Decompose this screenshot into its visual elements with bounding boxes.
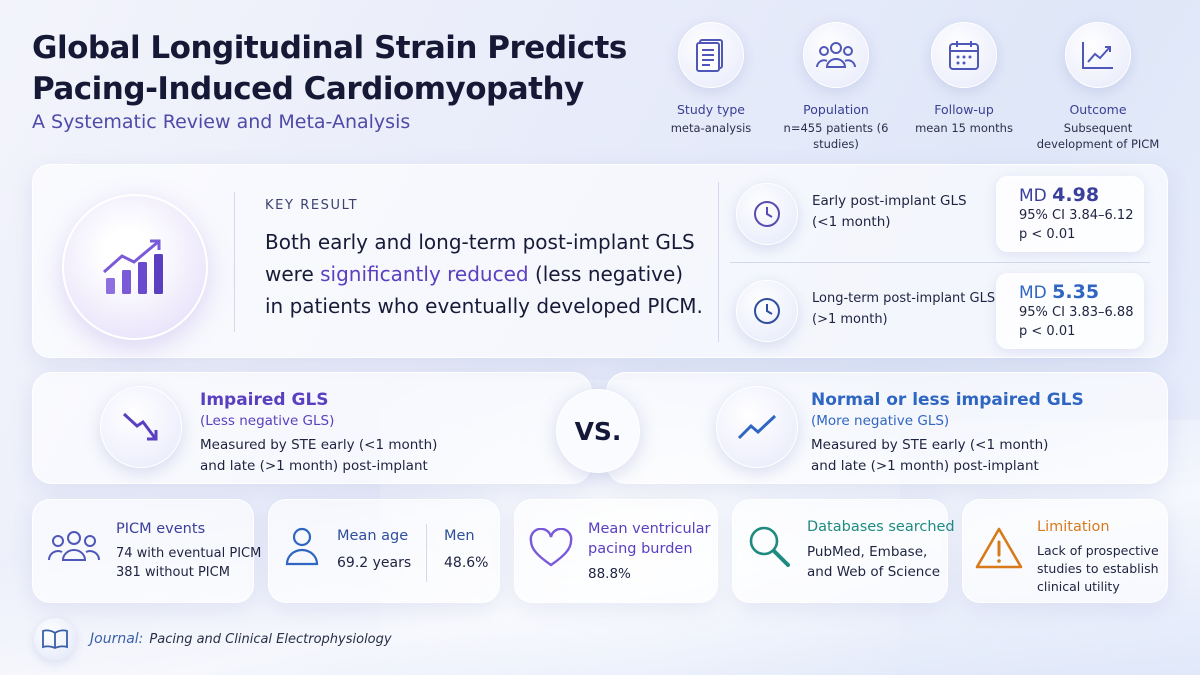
meta-label: Population: [803, 102, 869, 117]
key-result-card: [32, 164, 1168, 358]
divider: [234, 192, 235, 332]
page-subtitle: A Systematic Review and Meta-Analysis: [32, 111, 411, 133]
meta-value: mean 15 months: [915, 121, 1013, 135]
person-icon: [284, 526, 320, 570]
clock-icon: [736, 280, 798, 342]
pacing-burden-card: [514, 499, 718, 603]
book-icon: [34, 618, 76, 660]
mean-age-title: Mean age: [337, 528, 409, 544]
databases-title: Databases searched: [807, 519, 955, 535]
calendar-icon: [931, 22, 997, 88]
men-title: Men: [444, 528, 475, 544]
clock-icon: [736, 183, 798, 245]
highlight-text: significantly reduced: [320, 262, 529, 286]
ci-long: 95% CI 3.83–6.88: [1019, 305, 1134, 320]
vs-badge: VS.: [556, 389, 640, 473]
page-title: Global Longitudinal Strain Predicts Paci…: [32, 28, 632, 110]
men-value: 48.6%: [444, 555, 489, 571]
meta-study-type: Study type meta-analysis: [641, 22, 781, 136]
journal-name: Pacing and Clinical Electrophysiology: [149, 631, 392, 647]
pacing-burden-title: Mean ventricular pacing burden: [588, 521, 711, 557]
meta-population: Population n=455 patients (6 studies): [766, 22, 906, 152]
title-line-2: Pacing-Induced Cardiomyopathy: [32, 71, 584, 107]
divider: [426, 524, 427, 582]
picm-events-text: 74 with eventual PICM 381 without PICM: [116, 546, 262, 580]
md-long-box: MD 5.35 95% CI 3.83–6.88 p < 0.01: [996, 273, 1144, 349]
meta-label: Outcome: [1069, 102, 1127, 117]
key-result-text: Both early and long-term post-implant GL…: [265, 230, 703, 318]
heart-icon: [528, 527, 574, 572]
title-line-1: Global Longitudinal Strain Predicts: [32, 30, 627, 66]
p-long: p < 0.01: [1019, 324, 1076, 339]
divider: [730, 262, 1150, 263]
meta-outcome: Outcome Subsequent development of PICM: [1028, 22, 1168, 152]
document-icon: [678, 22, 744, 88]
journal-footer: Journal: Pacing and Clinical Electrophys…: [34, 618, 392, 660]
meta-value: Subsequent development of PICM: [1036, 121, 1160, 151]
journal-label: Journal:: [90, 631, 144, 647]
limitation-text: Lack of prospective studies to establish c…: [1037, 543, 1159, 594]
databases-text: PubMed, Embase, and Web of Science: [807, 544, 941, 580]
impaired-gls-title: Impaired GLS: [200, 390, 329, 410]
gls-early-name: Early post-implant GLS (<1 month): [812, 193, 967, 230]
md-long-value: 5.35: [1052, 281, 1100, 303]
magnifier-icon: [746, 523, 792, 573]
normal-gls-desc: Measured by STE early (<1 month) and late…: [811, 437, 1049, 474]
databases-card: [732, 499, 948, 603]
divider: [718, 182, 719, 342]
md-early-value: 4.98: [1052, 184, 1100, 206]
p-early: p < 0.01: [1019, 227, 1076, 242]
trend-up-icon: [716, 386, 798, 468]
trend-chart-icon: [1065, 22, 1131, 88]
people-icon: [803, 22, 869, 88]
normal-gls-sub: (More negative GLS): [811, 413, 950, 429]
trend-down-icon: [100, 386, 182, 468]
meta-value: meta-analysis: [670, 121, 752, 135]
bar-chart-up-icon: [62, 194, 208, 340]
md-early-box: MD 4.98 95% CI 3.84–6.12 p < 0.01: [996, 176, 1144, 252]
warning-icon: [974, 526, 1024, 574]
meta-follow-up: Follow-up mean 15 months: [894, 22, 1034, 136]
gls-long-name: Long-term post-implant GLS (>1 month): [812, 291, 996, 327]
key-result-label: KEY RESULT: [265, 198, 359, 213]
impaired-gls-sub: (Less negative GLS): [200, 413, 335, 429]
ci-early: 95% CI 3.84–6.12: [1019, 208, 1134, 223]
people-icon: [48, 530, 100, 566]
normal-gls-title: Normal or less impaired GLS: [811, 390, 1084, 410]
meta-label: Follow-up: [934, 102, 994, 117]
limitation-title: Limitation: [1037, 519, 1110, 535]
meta-label: Study type: [677, 102, 745, 117]
normal-gls-card: [606, 372, 1168, 484]
pacing-burden-value: 88.8%: [588, 566, 631, 582]
impaired-gls-desc: Measured by STE early (<1 month) and late…: [200, 437, 438, 474]
picm-events-title: PICM events: [116, 521, 206, 537]
mean-age-value: 69.2 years: [337, 555, 412, 571]
limitation-card: [962, 499, 1168, 603]
meta-value: n=455 patients (6 studies): [783, 121, 889, 151]
